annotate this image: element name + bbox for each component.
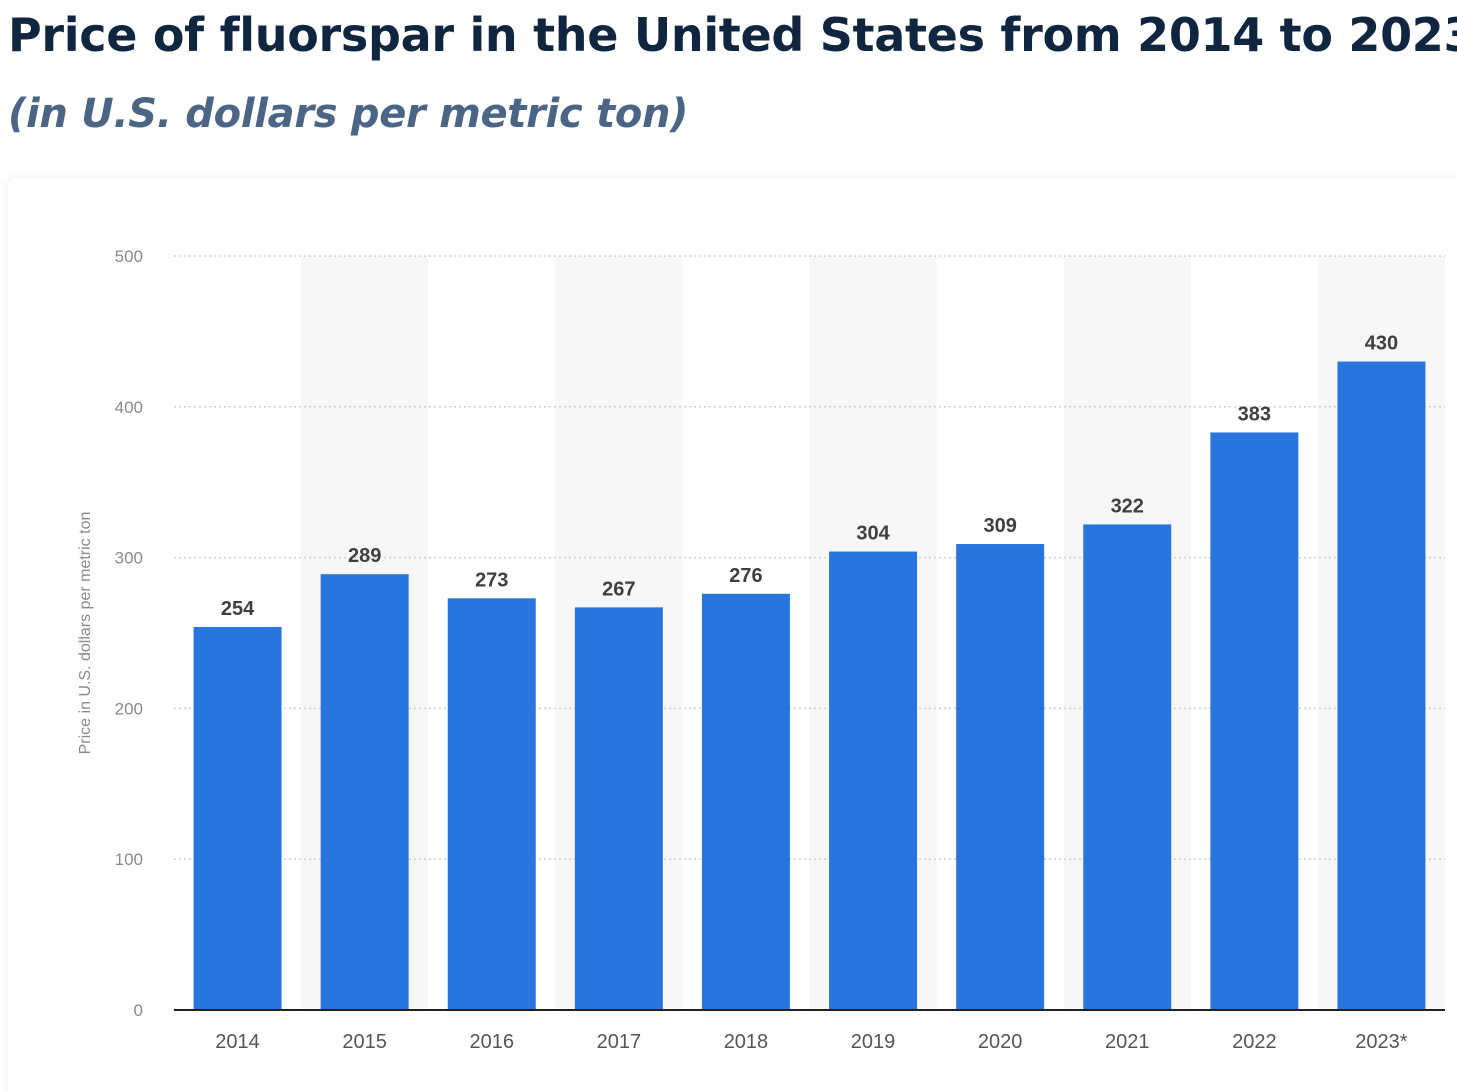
bar-2021[interactable] bbox=[1083, 524, 1172, 1010]
data-label-2016: 273 bbox=[475, 569, 508, 591]
x-tick-label-2017: 2017 bbox=[597, 1031, 642, 1053]
y-tick-label: 400 bbox=[115, 398, 143, 417]
bar-2015[interactable] bbox=[320, 574, 409, 1010]
x-tick-label-2018: 2018 bbox=[724, 1031, 769, 1053]
bars bbox=[193, 361, 1426, 1010]
y-axis-ticks: 0 100 200 300 400 500 bbox=[115, 247, 143, 1020]
chart-title: Price of fluorspar in the United States … bbox=[8, 8, 1457, 62]
data-label-2018: 276 bbox=[729, 565, 762, 587]
y-tick-label: 0 bbox=[134, 1001, 143, 1020]
y-tick-label: 100 bbox=[115, 850, 143, 869]
x-tick-label-2015: 2015 bbox=[342, 1031, 387, 1053]
x-tick-label-2014: 2014 bbox=[215, 1031, 260, 1053]
x-tick-label-2019: 2019 bbox=[851, 1031, 896, 1053]
y-tick-label: 200 bbox=[115, 699, 143, 718]
x-tick-label-2023*: 2023* bbox=[1355, 1031, 1407, 1053]
data-label-2021: 322 bbox=[1111, 495, 1144, 517]
bar-2022[interactable] bbox=[1210, 432, 1299, 1010]
chart-subtitle: (in U.S. dollars per metric ton) bbox=[8, 91, 689, 137]
data-label-2015: 289 bbox=[348, 545, 381, 567]
data-label-2014: 254 bbox=[221, 598, 255, 620]
x-tick-label-2020: 2020 bbox=[978, 1031, 1023, 1053]
bar-2020[interactable] bbox=[956, 544, 1045, 1010]
value-labels: 254 289 273 267 276 304 309 322 383 430 bbox=[221, 333, 1398, 620]
y-tick-label: 500 bbox=[115, 247, 143, 266]
bar-2017[interactable] bbox=[574, 607, 663, 1010]
x-tick-label-2021: 2021 bbox=[1105, 1031, 1150, 1053]
bar-2019[interactable] bbox=[829, 551, 918, 1010]
bar-2023*[interactable] bbox=[1337, 361, 1426, 1010]
y-tick-label: 300 bbox=[115, 549, 143, 568]
x-tick-label-2016: 2016 bbox=[470, 1031, 515, 1053]
y-axis-title: Price in U.S. dollars per metric ton bbox=[77, 512, 94, 755]
data-label-2017: 267 bbox=[602, 578, 635, 600]
data-label-2019: 304 bbox=[856, 523, 890, 545]
data-label-2022: 383 bbox=[1238, 403, 1271, 425]
data-label-2020: 309 bbox=[983, 515, 1016, 537]
bar-2014[interactable] bbox=[193, 626, 282, 1010]
data-label-2023*: 430 bbox=[1365, 333, 1398, 355]
bar-2018[interactable] bbox=[701, 593, 790, 1010]
bar-2016[interactable] bbox=[447, 598, 536, 1010]
x-tick-label-2022: 2022 bbox=[1232, 1031, 1277, 1053]
x-axis-labels: 2014 2015 2016 2017 2018 2019 2020 2021 2022 2023… bbox=[215, 1031, 1408, 1053]
